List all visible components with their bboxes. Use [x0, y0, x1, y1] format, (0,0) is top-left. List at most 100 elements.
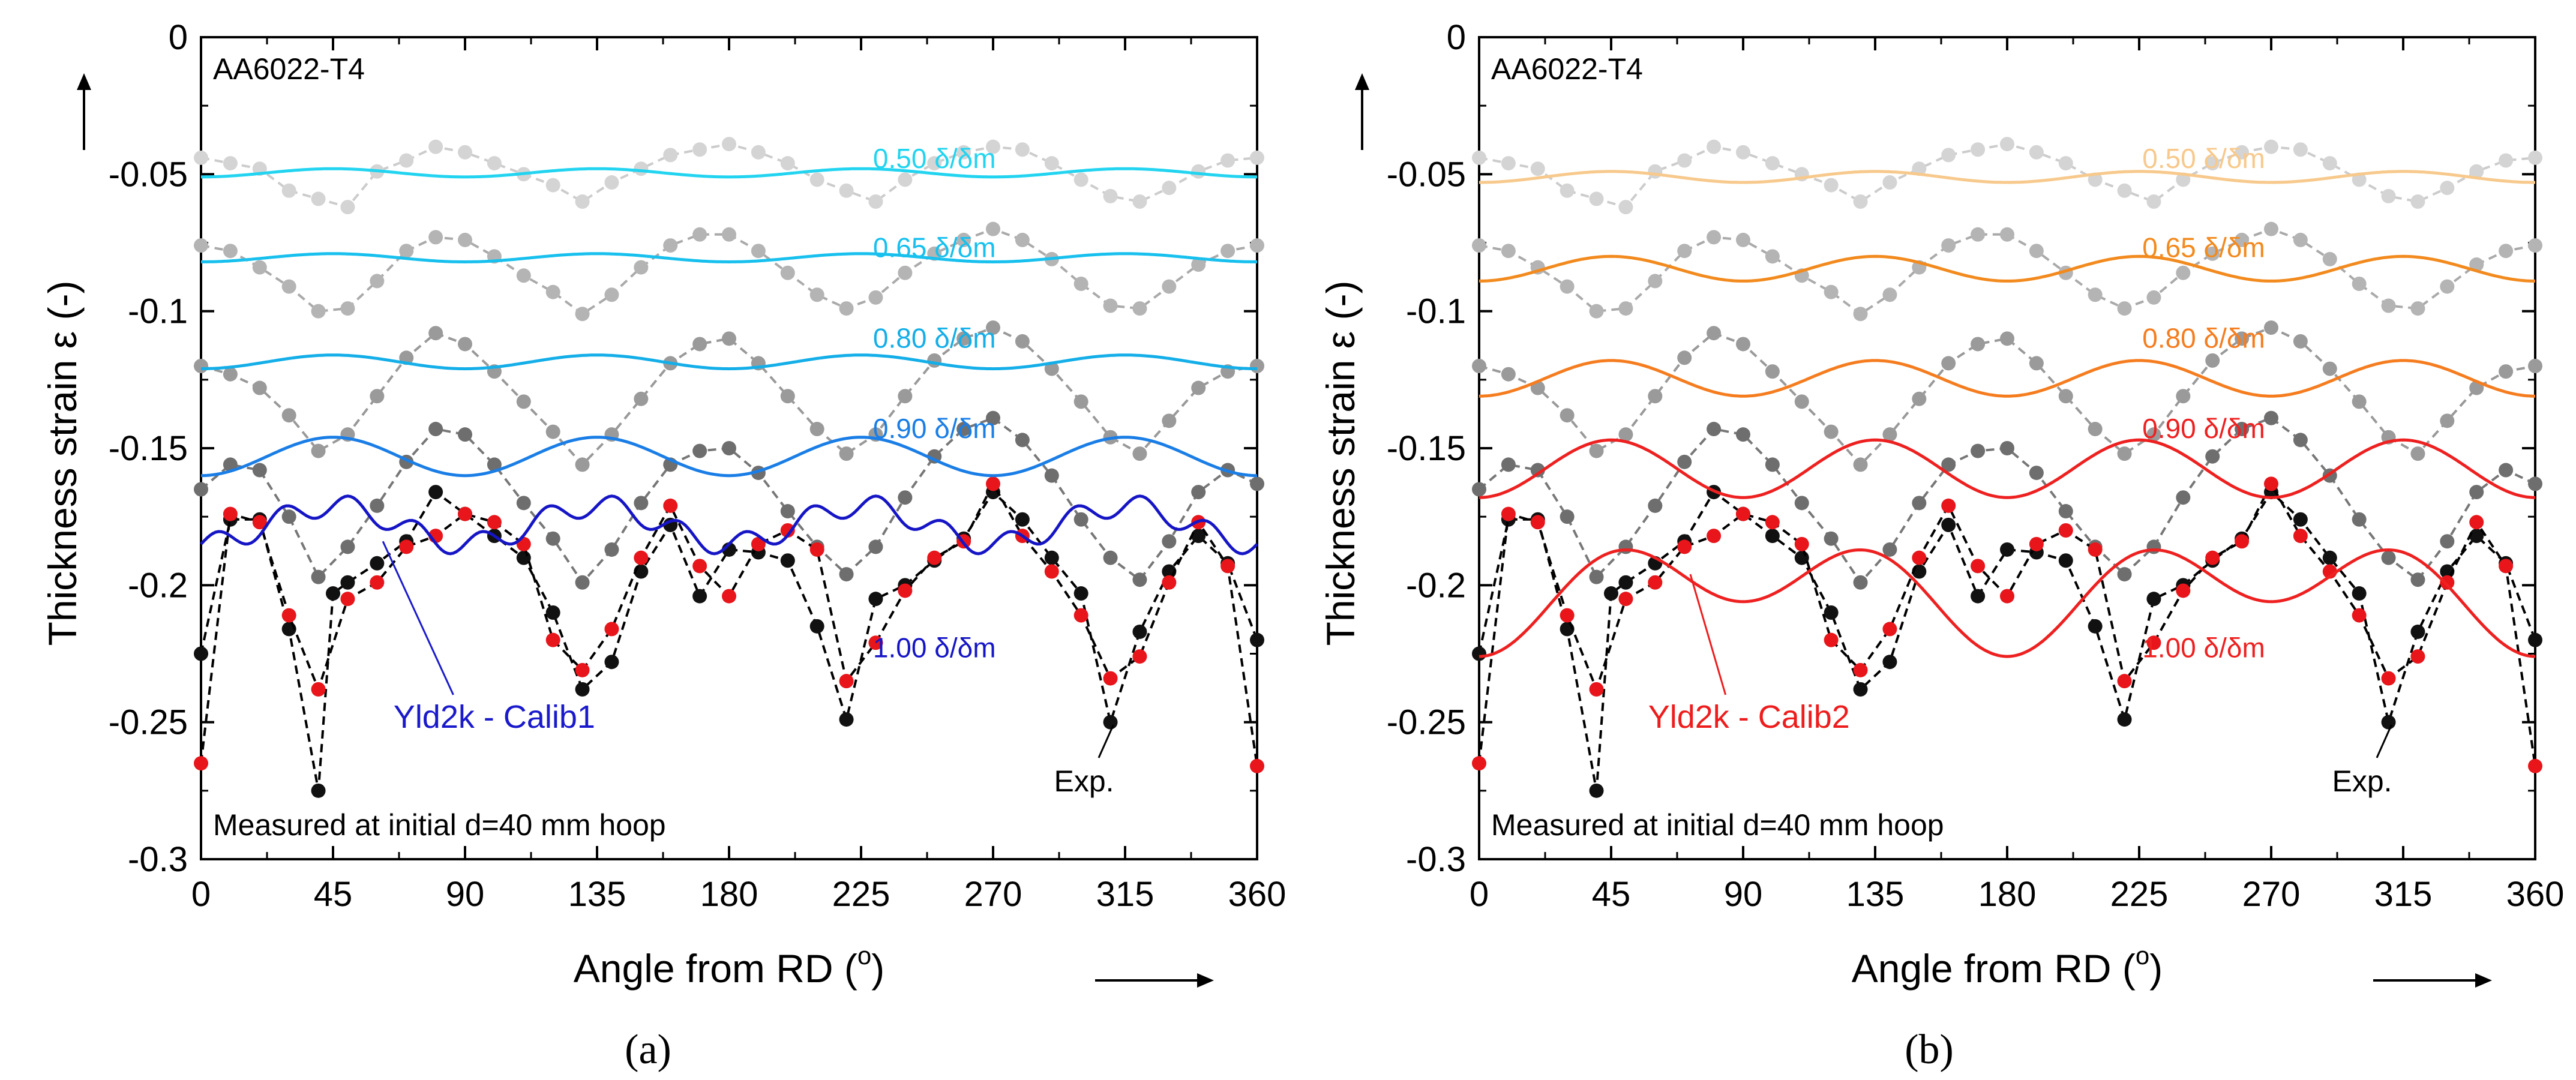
exp-data-point — [2235, 422, 2250, 437]
exp-series-line — [200, 227, 1258, 316]
exp-data-point — [2264, 476, 2278, 491]
exp-data-point — [2176, 490, 2191, 505]
exp-data-point — [927, 353, 942, 368]
exp-data-point — [1618, 200, 1633, 215]
exp-data-point — [1765, 156, 1780, 171]
exp-data-point — [780, 523, 795, 538]
exp-data-point — [311, 569, 326, 584]
exp-data-point — [575, 575, 590, 590]
exp-data-point — [2469, 529, 2484, 544]
exp-data-point — [2410, 572, 2425, 587]
exp-data-point — [2381, 298, 2396, 313]
exp-data-point — [2264, 139, 2278, 154]
exp-data-point — [1765, 529, 1780, 544]
exp-data-point — [223, 506, 238, 521]
exp-data-point — [545, 424, 560, 439]
exp-data-point — [2176, 583, 2191, 598]
exp-data-point — [1560, 183, 1575, 198]
exp-data-point — [1560, 279, 1575, 294]
x-tick-label: 45 — [314, 875, 353, 914]
exp-data-point — [2528, 758, 2542, 773]
exp-data-point — [1794, 394, 1809, 409]
exp-data-point — [986, 476, 1000, 491]
exp-data-point — [2058, 504, 2073, 519]
exp-data-point — [1971, 589, 1986, 604]
exp-data-point — [2235, 232, 2250, 247]
exp-data-point — [1648, 498, 1663, 513]
x-tick-label: 45 — [1592, 875, 1631, 914]
exp-data-point — [1073, 608, 1088, 623]
y-tick-label: -0.25 — [1387, 703, 1466, 742]
exp-data-point — [809, 542, 824, 557]
exp-data-point — [2440, 181, 2455, 196]
exp-data-point — [956, 145, 971, 160]
exp-data-point — [692, 142, 707, 157]
exp-data-point — [1044, 156, 1059, 171]
exp-data-point — [2440, 575, 2455, 590]
exp-data-point — [516, 268, 531, 283]
exp-data-point — [2293, 433, 2308, 448]
exp-data-point — [1618, 427, 1633, 442]
exp-data-point — [2499, 364, 2514, 379]
exp-data-point — [1472, 150, 1486, 165]
exp-data-point — [1853, 575, 1868, 590]
exp-data-point — [1941, 457, 1956, 472]
exp-data-point — [956, 232, 971, 247]
exp-series-line — [1479, 227, 2536, 316]
exp-data-point — [1501, 244, 1516, 259]
exp-data-point — [1618, 575, 1633, 590]
exp-data-point — [1073, 512, 1088, 527]
exp-data-point — [2205, 449, 2220, 464]
exp-data-point — [1103, 715, 1118, 730]
exp-data-point — [1589, 569, 1604, 584]
exp-data-point — [1971, 559, 1986, 574]
exp-data-point — [2029, 466, 2044, 481]
exp-data-point — [1824, 605, 1839, 620]
exp-data-point — [2381, 671, 2396, 686]
exp-data-point — [2322, 361, 2337, 376]
exp-series-line — [1479, 143, 2536, 209]
x-tick-label: 180 — [700, 875, 758, 914]
exp-data-point — [458, 427, 472, 442]
exp-data-point — [1912, 496, 1927, 511]
exp-data-point — [1941, 517, 1956, 532]
exp-data-point — [2528, 238, 2542, 253]
exp-data-point — [986, 221, 1000, 236]
exp-data-point — [1560, 608, 1575, 623]
exp-data-point — [458, 506, 472, 521]
exp-data-point — [575, 682, 590, 697]
exp-data-point — [2293, 232, 2308, 247]
exp-data-point — [2410, 446, 2425, 461]
exp-data-point — [281, 608, 296, 623]
exp-data-point — [663, 498, 678, 513]
exp-data-point — [1765, 249, 1780, 264]
exp-data-point — [1677, 244, 1692, 259]
measurement-note: Measured at initial d=40 mm hoop — [213, 808, 666, 842]
exp-data-point — [458, 232, 472, 247]
exp-data-point — [1103, 671, 1118, 686]
exp-data-point — [428, 139, 443, 154]
exp-data-point — [516, 496, 531, 511]
y-tick-label: -0.05 — [1387, 155, 1466, 194]
exp-data-point — [2000, 542, 2014, 557]
exp-data-point — [1162, 279, 1177, 294]
exp-data-point — [722, 137, 736, 152]
exp-data-point — [1971, 443, 1986, 458]
exp-data-point — [1677, 454, 1692, 469]
exp-data-point — [1707, 422, 1722, 437]
y-tick-label: -0.3 — [1406, 840, 1466, 879]
model-label: Yld2k - Calib2 — [1648, 699, 1850, 735]
exp-data-point — [1501, 457, 1516, 472]
exp-data-point — [1912, 550, 1927, 565]
exp-data-point — [545, 284, 560, 299]
exp-data-point — [1707, 230, 1722, 245]
exp-data-point — [604, 175, 619, 190]
exp-data-point — [1073, 172, 1088, 187]
exp-data-point — [2528, 150, 2542, 165]
exp-data-point — [399, 244, 414, 259]
x-tick-label: 270 — [964, 875, 1022, 914]
exp-data-point — [927, 550, 942, 565]
x-tick-label: 135 — [1846, 875, 1905, 914]
exp-data-point — [1162, 181, 1177, 196]
exp-data-point — [1882, 655, 1897, 670]
